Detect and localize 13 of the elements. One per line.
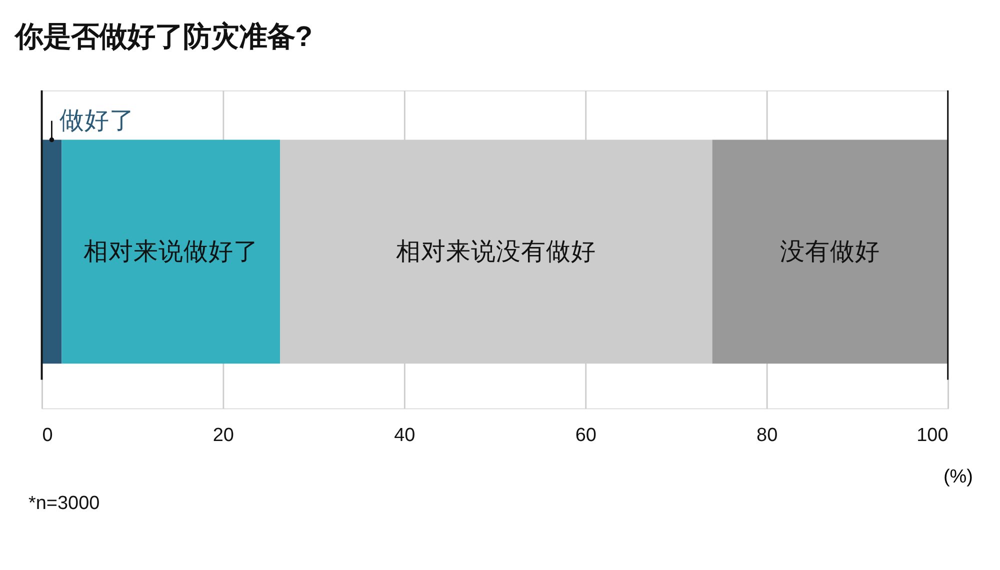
x-axis-title: (%) xyxy=(943,466,973,488)
x-tick-label: 80 xyxy=(756,424,778,446)
x-tick-label: 40 xyxy=(394,424,416,446)
x-tick-label: 0 xyxy=(42,424,53,446)
x-tick-label: 20 xyxy=(212,424,234,446)
x-tick-label: 60 xyxy=(575,424,596,446)
series-label: 相对来说做好了 xyxy=(83,238,258,266)
series-label: 相对来说没有做好 xyxy=(396,238,596,266)
x-tick-label: 100 xyxy=(916,424,948,446)
series-label: 没有做好 xyxy=(780,238,880,266)
series-label: 做好了 xyxy=(59,107,134,134)
chart-title: 你是否做好了防灾准备? xyxy=(13,20,313,53)
text: *n=3000 xyxy=(28,492,100,514)
